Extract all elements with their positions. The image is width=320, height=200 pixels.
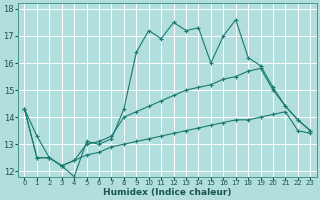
X-axis label: Humidex (Indice chaleur): Humidex (Indice chaleur)	[103, 188, 232, 197]
